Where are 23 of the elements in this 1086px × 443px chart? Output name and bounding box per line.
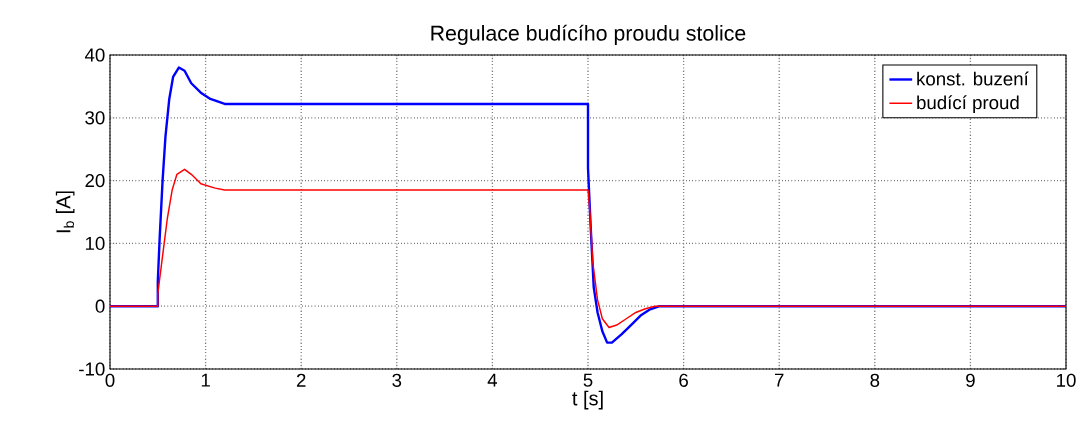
y-tick-label: -10	[79, 362, 105, 376]
y-tick-label: 20	[85, 173, 105, 188]
y-tick-label: 30	[85, 111, 105, 125]
chart-title: Regulace budícího proudu stolice	[431, 24, 746, 45]
legend-label: konst. buzení	[917, 71, 1029, 86]
x-tick-label: 5	[583, 373, 593, 387]
x-tick-label: 1	[201, 373, 210, 387]
x-tick-label: 4	[487, 373, 498, 387]
x-tick-label: 0	[105, 373, 115, 387]
y-tick-label: 10	[85, 236, 105, 251]
line-series	[110, 168, 1067, 329]
x-tick-label: 3	[392, 373, 402, 387]
y-axis-title: I$_{b}$ [A]	[55, 191, 75, 233]
x-axis-title: t [s]	[572, 390, 603, 410]
legend-label: budící proud	[917, 95, 1019, 113]
x-tick-label: 7	[774, 373, 784, 387]
x-tick-label: 6	[679, 373, 688, 387]
x-tick-label: 8	[870, 373, 880, 387]
x-tick-label: 9	[966, 373, 975, 387]
x-tick-label: 2	[296, 373, 306, 387]
y-tick-label: 40	[84, 48, 105, 62]
x-tick-label: 10	[1057, 373, 1076, 387]
y-tick-label: 0	[95, 299, 105, 313]
